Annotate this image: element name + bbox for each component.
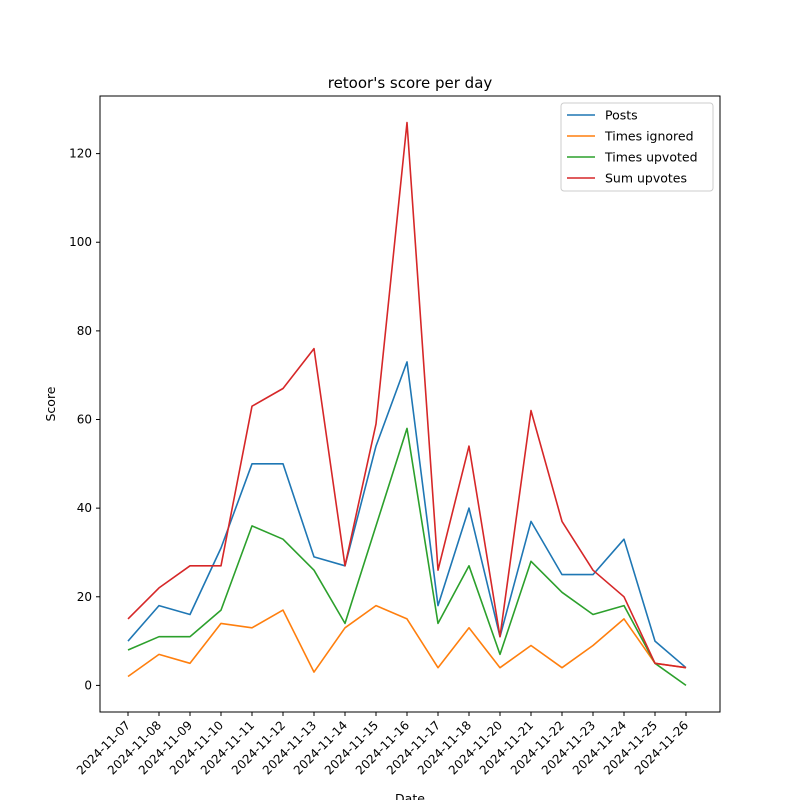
chart-title: retoor's score per day [328, 74, 493, 92]
y-tick-label: 120 [69, 147, 92, 161]
y-tick-label: 20 [77, 590, 92, 604]
legend-label: Posts [605, 108, 638, 123]
y-tick-label: 80 [77, 324, 92, 338]
legend-label: Times ignored [604, 129, 694, 144]
plot-area [99, 95, 721, 713]
y-axis: 0 20 40 60 80 100 120 [69, 147, 100, 692]
legend-label: Sum upvotes [605, 171, 687, 186]
x-axis: 2024-11-072024-11-082024-11-092024-11-10… [74, 712, 691, 777]
legend: Posts Times ignored Times upvoted Sum upvot… [560, 102, 714, 192]
series-line-posts [127, 361, 687, 669]
x-axis-label: Date [395, 791, 425, 800]
legend-box [560, 102, 714, 192]
y-tick-label: 60 [77, 413, 92, 427]
y-tick-label: 40 [77, 501, 92, 515]
y-axis-label: Score [43, 386, 58, 421]
series-lines [127, 121, 687, 687]
y-tick-label: 100 [69, 235, 92, 249]
series-line-sum-upvotes [127, 121, 687, 669]
legend-label: Times upvoted [604, 150, 698, 165]
series-line-times-ignored [127, 604, 687, 678]
series-line-times-upvoted [127, 427, 687, 687]
y-tick-label: 0 [84, 678, 92, 692]
